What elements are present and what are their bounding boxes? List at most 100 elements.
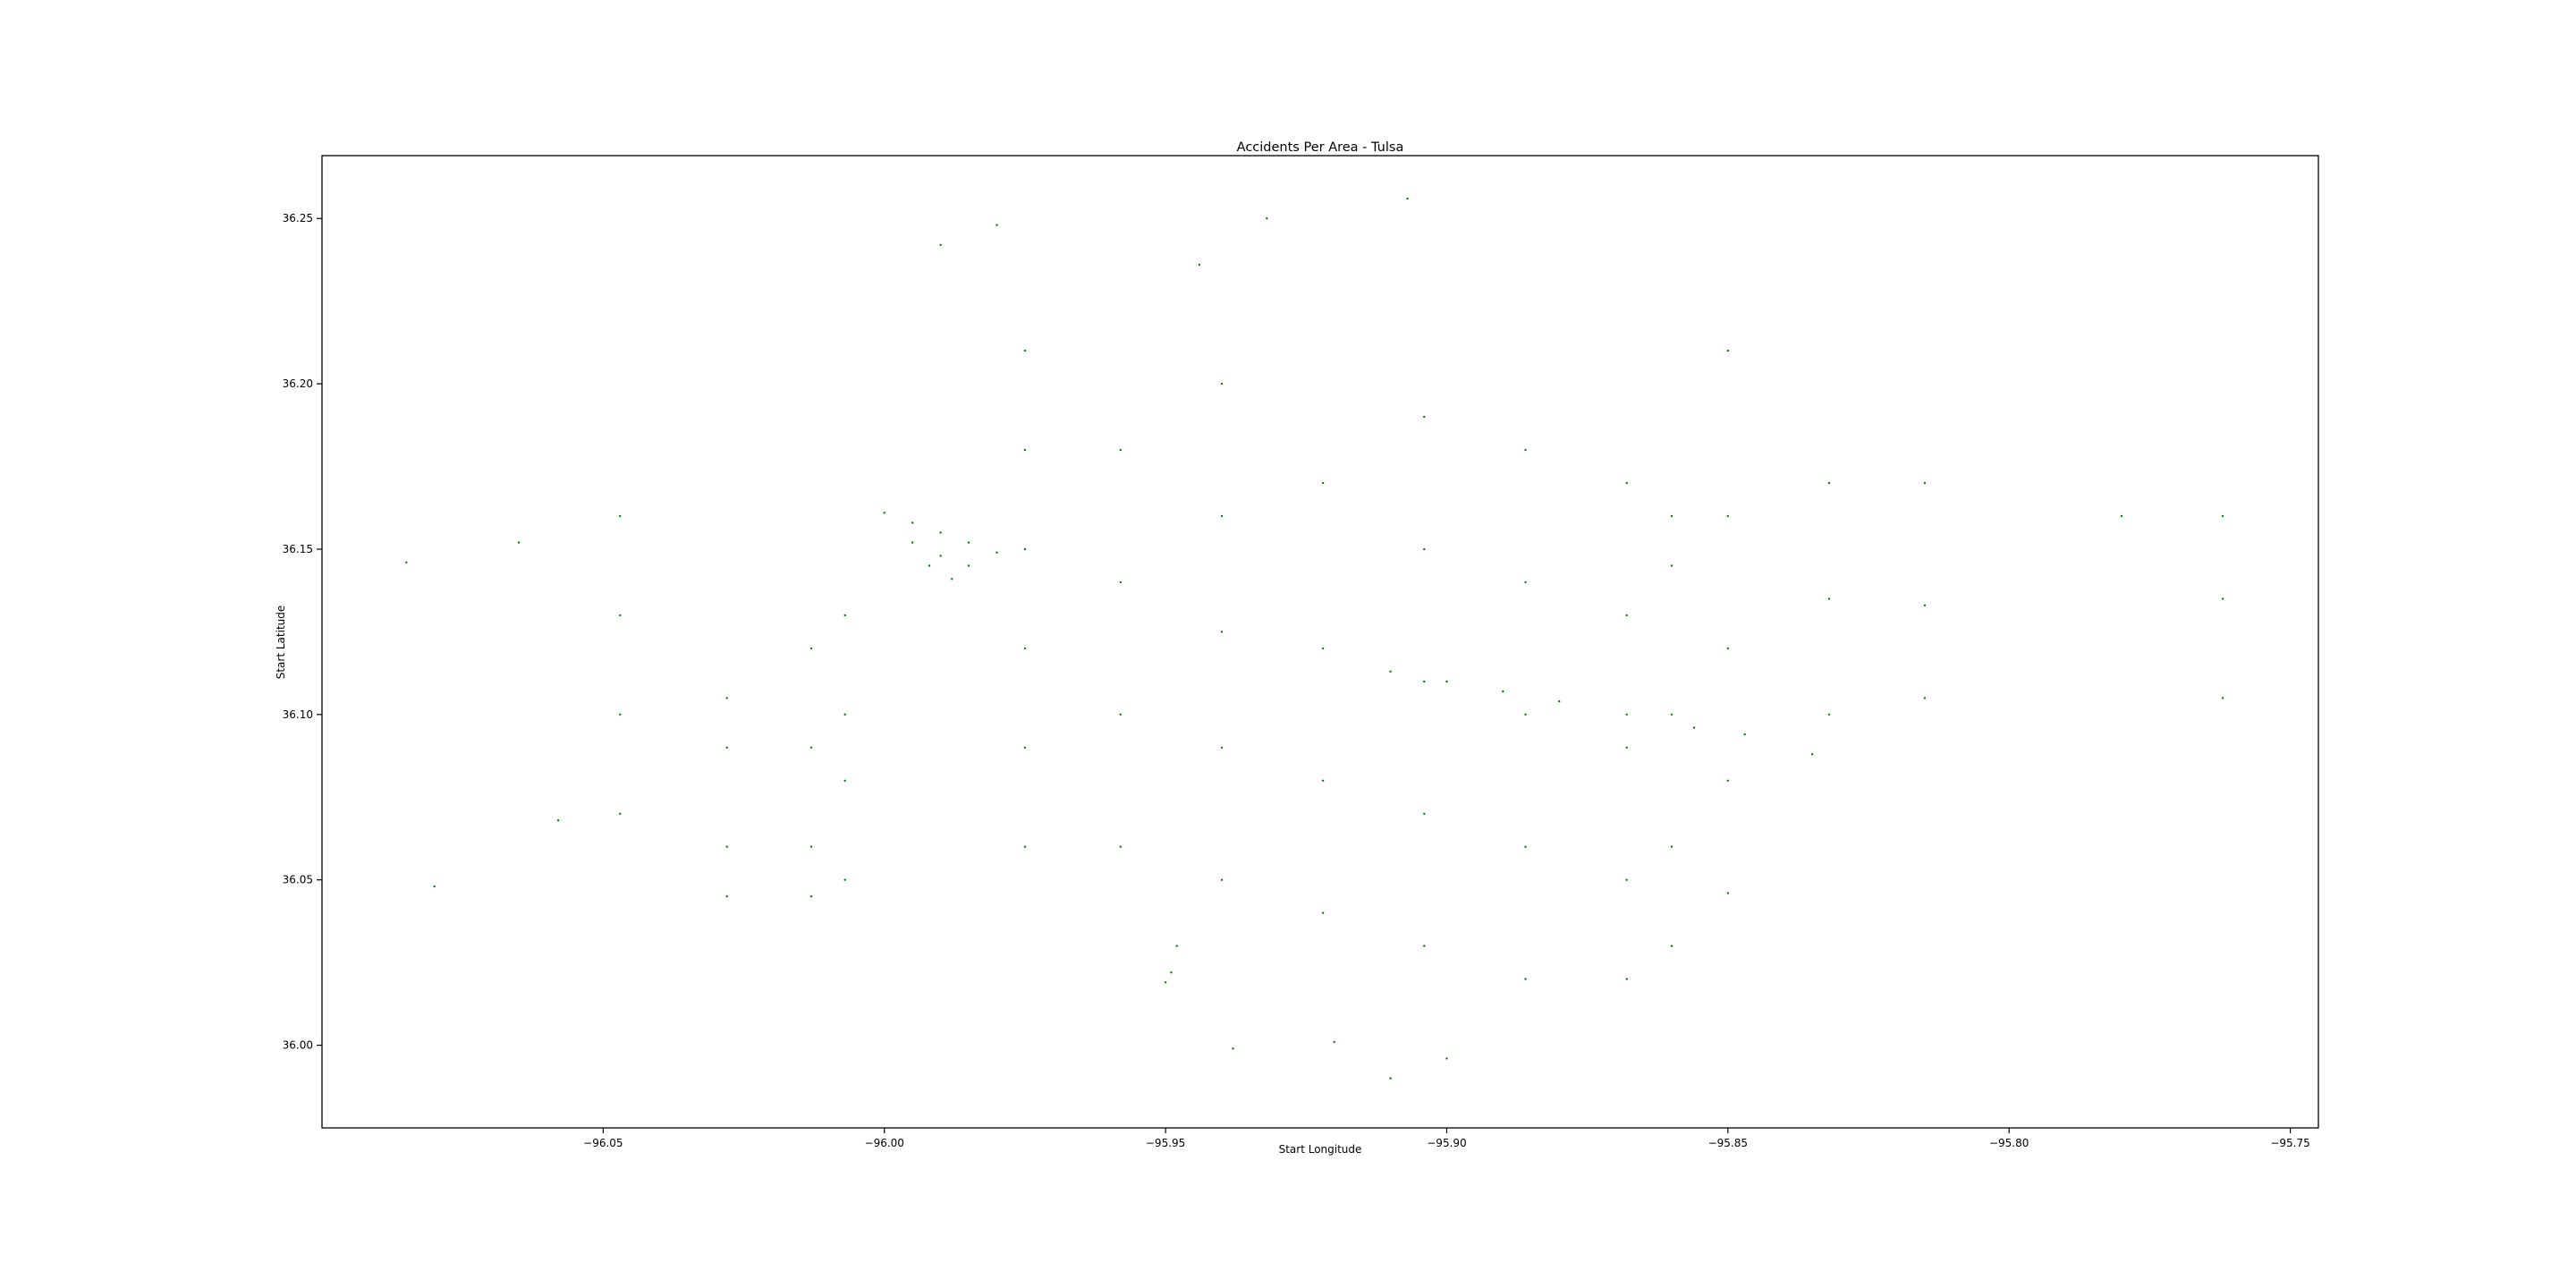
scatter-point xyxy=(1023,746,1027,749)
scatter-point xyxy=(939,243,942,246)
scatter-point xyxy=(1164,981,1167,984)
scatter-point xyxy=(1321,779,1325,782)
scatter-point xyxy=(1827,713,1831,716)
scatter-point xyxy=(1445,1057,1448,1060)
scatter-point xyxy=(809,895,813,898)
scatter-point xyxy=(1726,647,1730,650)
scatter-point xyxy=(996,551,998,554)
scatter-point xyxy=(809,647,813,650)
scatter-point xyxy=(1023,448,1027,452)
x-tick-label: −96.00 xyxy=(865,1137,904,1149)
scatter-point xyxy=(2120,514,2123,518)
scatter-point xyxy=(619,713,622,716)
scatter-point xyxy=(556,819,560,822)
scatter-point xyxy=(1220,631,1224,633)
scatter-point xyxy=(1389,670,1392,673)
y-tick-label: 36.00 xyxy=(283,1039,313,1052)
scatter-point xyxy=(2221,597,2224,600)
scatter-point xyxy=(725,746,728,749)
y-axis: 36.00 36.05 36.10 36.15 36.20 36.25 xyxy=(283,212,322,1052)
scatter-point xyxy=(1321,911,1325,914)
scatter-point xyxy=(1170,971,1173,974)
scatter-point xyxy=(1423,415,1426,419)
scatter-point xyxy=(1923,481,1927,485)
scatter-point xyxy=(433,885,436,888)
scatter-point xyxy=(939,531,942,534)
x-axis: −96.05 −96.00 −95.95 −95.90 −95.85 −95.80 −95.… xyxy=(583,1128,2310,1149)
scatter-point xyxy=(1726,514,1730,518)
data-points xyxy=(405,197,2224,1080)
scatter-point xyxy=(951,578,953,580)
scatter-point xyxy=(1333,1040,1335,1044)
scatter-point xyxy=(1670,945,1674,947)
scatter-point xyxy=(405,561,408,564)
scatter-point xyxy=(1524,845,1527,848)
scatter-point xyxy=(619,614,622,617)
scatter-point xyxy=(1023,349,1027,352)
x-tick-label: −95.85 xyxy=(1708,1137,1748,1149)
scatter-point xyxy=(809,746,813,749)
scatter-point xyxy=(1445,680,1448,683)
y-tick-label: 36.25 xyxy=(283,212,313,225)
scatter-point xyxy=(1502,690,1504,693)
scatter-point xyxy=(928,564,931,567)
scatter-point xyxy=(843,614,846,617)
scatter-point xyxy=(1670,564,1674,567)
scatter-point xyxy=(1625,481,1628,485)
scatter-point xyxy=(1625,746,1628,749)
y-tick-label: 36.05 xyxy=(283,874,313,886)
x-tick-label: −96.05 xyxy=(583,1137,623,1149)
x-tick-label: −95.80 xyxy=(1989,1137,2029,1149)
scatter-point xyxy=(1625,713,1628,716)
scatter-point xyxy=(1321,481,1325,485)
x-tick-label: −95.75 xyxy=(2270,1137,2309,1149)
scatter-point xyxy=(1670,845,1674,848)
scatter-point xyxy=(1726,779,1730,782)
scatter-point xyxy=(1726,892,1730,894)
scatter-point xyxy=(1220,382,1224,386)
scatter-point xyxy=(1423,945,1426,947)
scatter-point xyxy=(1119,845,1123,848)
scatter-point xyxy=(1670,713,1674,716)
scatter-point xyxy=(1827,481,1831,485)
scatter-point xyxy=(517,541,521,544)
scatter-point xyxy=(843,713,846,716)
scatter-point xyxy=(883,512,886,514)
scatter-point xyxy=(619,812,622,815)
plot-frame xyxy=(321,155,2319,1129)
scatter-point xyxy=(1923,604,1927,606)
scatter-point xyxy=(1023,547,1027,551)
scatter-point xyxy=(1389,1077,1392,1080)
scatter-point xyxy=(1923,697,1927,699)
y-tick-label: 36.20 xyxy=(283,377,313,390)
scatter-point xyxy=(1625,614,1628,617)
scatter-point xyxy=(1692,726,1696,729)
scatter-point xyxy=(911,521,914,524)
y-tick-label: 36.10 xyxy=(283,708,313,721)
scatter-point xyxy=(1524,713,1527,716)
scatter-point xyxy=(725,845,728,848)
scatter-point xyxy=(1119,713,1123,716)
chart-title: Accidents Per Area - Tulsa xyxy=(1237,140,1404,155)
scatter-point xyxy=(1810,753,1814,756)
scatter-point xyxy=(1423,812,1426,815)
y-tick-label: 36.15 xyxy=(283,543,313,555)
scatter-point xyxy=(809,845,813,848)
scatter-point xyxy=(1423,547,1426,551)
scatter-point xyxy=(1023,647,1027,650)
scatter-point xyxy=(1321,647,1325,650)
scatter-point xyxy=(1119,448,1123,452)
y-axis-label: Start Latitude xyxy=(275,606,287,680)
scatter-point xyxy=(1558,699,1561,703)
scatter-point xyxy=(1023,845,1027,848)
x-tick-label: −95.90 xyxy=(1427,1137,1466,1149)
scatter-point xyxy=(996,224,998,226)
scatter-point xyxy=(1423,680,1426,683)
scatter-point xyxy=(1524,978,1527,980)
x-axis-label: Start Longitude xyxy=(1279,1143,1362,1156)
scatter-point xyxy=(725,895,728,898)
scatter-point xyxy=(1220,878,1224,881)
scatter-point xyxy=(1175,945,1178,947)
